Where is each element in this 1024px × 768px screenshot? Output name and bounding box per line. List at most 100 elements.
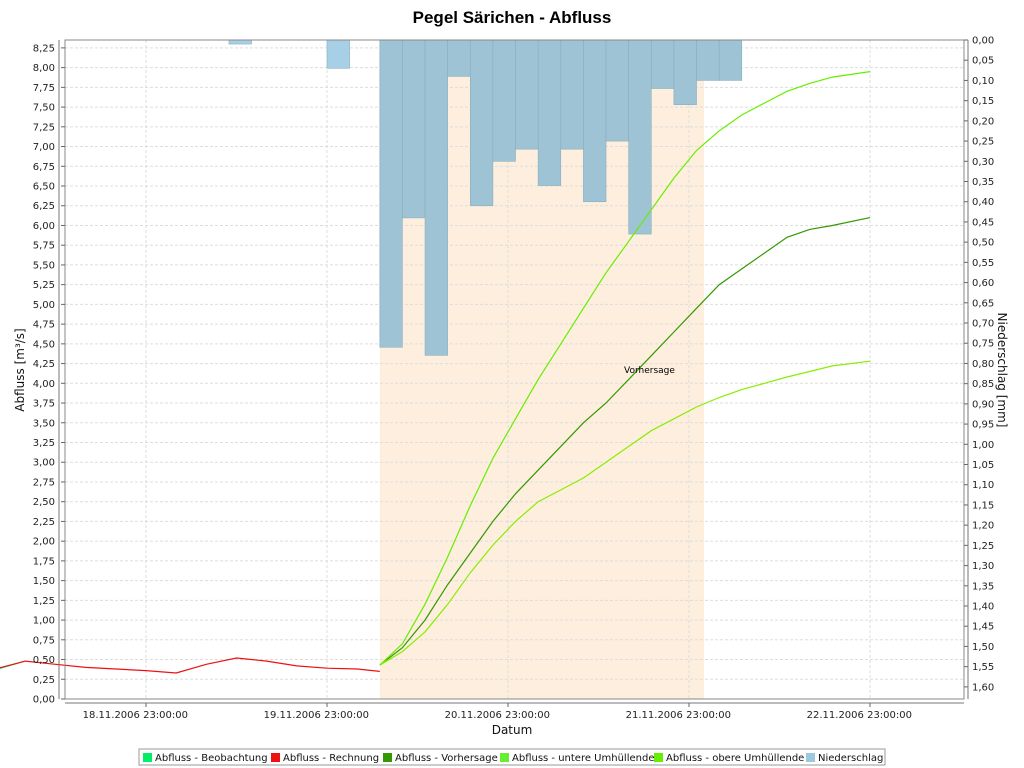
x-tick-label: 18.11.2006 23:00:00 [83, 710, 188, 721]
left-tick-label: 0,25 [33, 675, 55, 686]
right-y-axis: 0,00 0,05 0,10 0,15 0,20 0,25 0,30 0,35 0,40 0,45… [964, 36, 994, 699]
series-line-abfluss-vorhersage [379, 217, 871, 666]
right-tick-label: 0,90 [972, 399, 994, 410]
forecast-label: Vorhersage [624, 366, 675, 376]
right-tick-label: 1,50 [972, 642, 994, 653]
right-tick-label: 1,05 [972, 460, 994, 471]
right-tick-label: 0,10 [972, 76, 994, 87]
right-tick-label: 0,50 [972, 238, 994, 249]
precipitation-bar [650, 39, 675, 89]
plot-frame [64, 39, 965, 700]
legend-entry: Abfluss - Vorhersage [395, 753, 498, 764]
y2-axis-label: Niederschlag [mm] [995, 313, 1009, 428]
right-tick-label: 1,15 [972, 500, 994, 511]
x-tick-label: 20.11.2006 23:00:00 [445, 710, 550, 721]
left-tick-label: 5,75 [33, 241, 55, 252]
precipitation-bar [515, 39, 539, 150]
y-axis-label: Abfluss [m³/s] [13, 328, 27, 411]
left-tick-label: 7,25 [33, 122, 55, 133]
right-tick-label: 1,55 [972, 662, 994, 673]
left-tick-label: 4,50 [33, 339, 55, 350]
precipitation-bar [402, 39, 426, 219]
left-tick-label: 2,75 [33, 477, 55, 488]
left-tick-label: 2,00 [33, 537, 55, 548]
right-tick-label: 0,25 [972, 137, 994, 148]
right-tick-label: 0,45 [972, 217, 994, 228]
right-tick-label: 1,10 [972, 480, 994, 491]
precipitation-bar [605, 39, 629, 142]
legend-swatch [271, 753, 280, 762]
right-tick-label: 1,40 [972, 602, 994, 613]
series-lines [0, 71, 871, 674]
legend-swatch [654, 753, 663, 762]
series-line-abfluss-rechnung [0, 657, 380, 674]
legend-swatch [383, 753, 392, 762]
left-tick-label: 4,25 [33, 359, 55, 370]
left-tick-label: 8,00 [33, 63, 55, 74]
legend-box [138, 748, 886, 766]
left-tick-label: 5,00 [33, 300, 55, 311]
right-tick-label: 1,30 [972, 561, 994, 572]
precipitation-bar [673, 39, 697, 105]
right-tick-label: 0,05 [972, 56, 994, 67]
left-tick-label: 7,50 [33, 103, 55, 114]
precipitation-bar [628, 39, 652, 235]
series-line-abfluss-obere-umh-llende [379, 71, 871, 666]
left-tick-label: 6,50 [33, 182, 55, 193]
right-tick-label: 1,45 [972, 622, 994, 633]
precipitation-bar [718, 39, 743, 81]
left-tick-label: 4,75 [33, 320, 55, 331]
x-axis-label: Datum [492, 723, 533, 737]
right-tick-label: 0,40 [972, 197, 994, 208]
left-tick-label: 5,50 [33, 260, 55, 271]
legend-swatch [143, 753, 152, 762]
left-tick-label: 1,25 [33, 596, 55, 607]
left-tick-label: 0,50 [33, 655, 55, 666]
left-tick-label: 3,25 [33, 438, 55, 449]
precipitation-bar [469, 39, 494, 207]
precipitation-bar [424, 39, 448, 356]
right-tick-label: 1,35 [972, 581, 994, 592]
legend-entry: Abfluss - Rechnung [283, 753, 379, 764]
right-tick-label: 0,65 [972, 298, 994, 309]
right-tick-label: 1,20 [972, 521, 994, 532]
left-tick-label: 4,00 [33, 379, 55, 390]
legend-entry: Abfluss - untere Umhüllende [512, 753, 654, 764]
legend-entry: Abfluss - Beobachtung [155, 753, 268, 764]
precipitation-bar [537, 39, 562, 186]
left-tick-label: 3,75 [33, 399, 55, 410]
x-axis: 18.11.2006 23:00:00 19.11.2006 23:00:00 20… [65, 702, 964, 721]
right-tick-label: 0,55 [972, 258, 994, 269]
precipitation-bar [696, 39, 720, 81]
legend-entry: Abfluss - obere Umhüllende [666, 753, 804, 764]
right-tick-label: 0,20 [972, 116, 994, 127]
right-tick-label: 0,85 [972, 379, 994, 390]
right-tick-label: 0,00 [972, 36, 994, 47]
left-tick-label: 6,00 [33, 221, 55, 232]
x-tick-label: 21.11.2006 23:00:00 [626, 710, 731, 721]
precipitation-bar [492, 39, 516, 162]
legend: Abfluss - Beobachtung Abfluss - Rechnung A… [138, 748, 886, 766]
left-tick-label: 2,50 [33, 497, 55, 508]
left-tick-label: 7,75 [33, 83, 55, 94]
precipitation-bar [560, 39, 584, 150]
precipitation-bar [583, 39, 607, 203]
x-tick-label: 22.11.2006 23:00:00 [807, 710, 912, 721]
left-tick-label: 5,25 [33, 280, 55, 291]
left-tick-label: 2,25 [33, 517, 55, 528]
left-tick-label: 6,25 [33, 201, 55, 212]
left-tick-label: 3,00 [33, 458, 55, 469]
right-tick-label: 0,80 [972, 359, 994, 370]
precipitation-bars [228, 39, 743, 356]
legend-swatch [806, 753, 815, 762]
precipitation-bar [228, 39, 252, 45]
right-tick-label: 1,00 [972, 440, 994, 451]
precipitation-bar [326, 39, 350, 69]
right-tick-label: 0,95 [972, 420, 994, 431]
right-tick-label: 0,35 [972, 177, 994, 188]
right-tick-label: 1,60 [972, 682, 994, 693]
left-tick-label: 1,00 [33, 616, 55, 627]
legend-swatch [500, 753, 509, 762]
left-y-axis: 0,00 0,25 0,50 0,75 1,00 1,25 1,50 1,75 2,00 2,25… [33, 40, 65, 706]
